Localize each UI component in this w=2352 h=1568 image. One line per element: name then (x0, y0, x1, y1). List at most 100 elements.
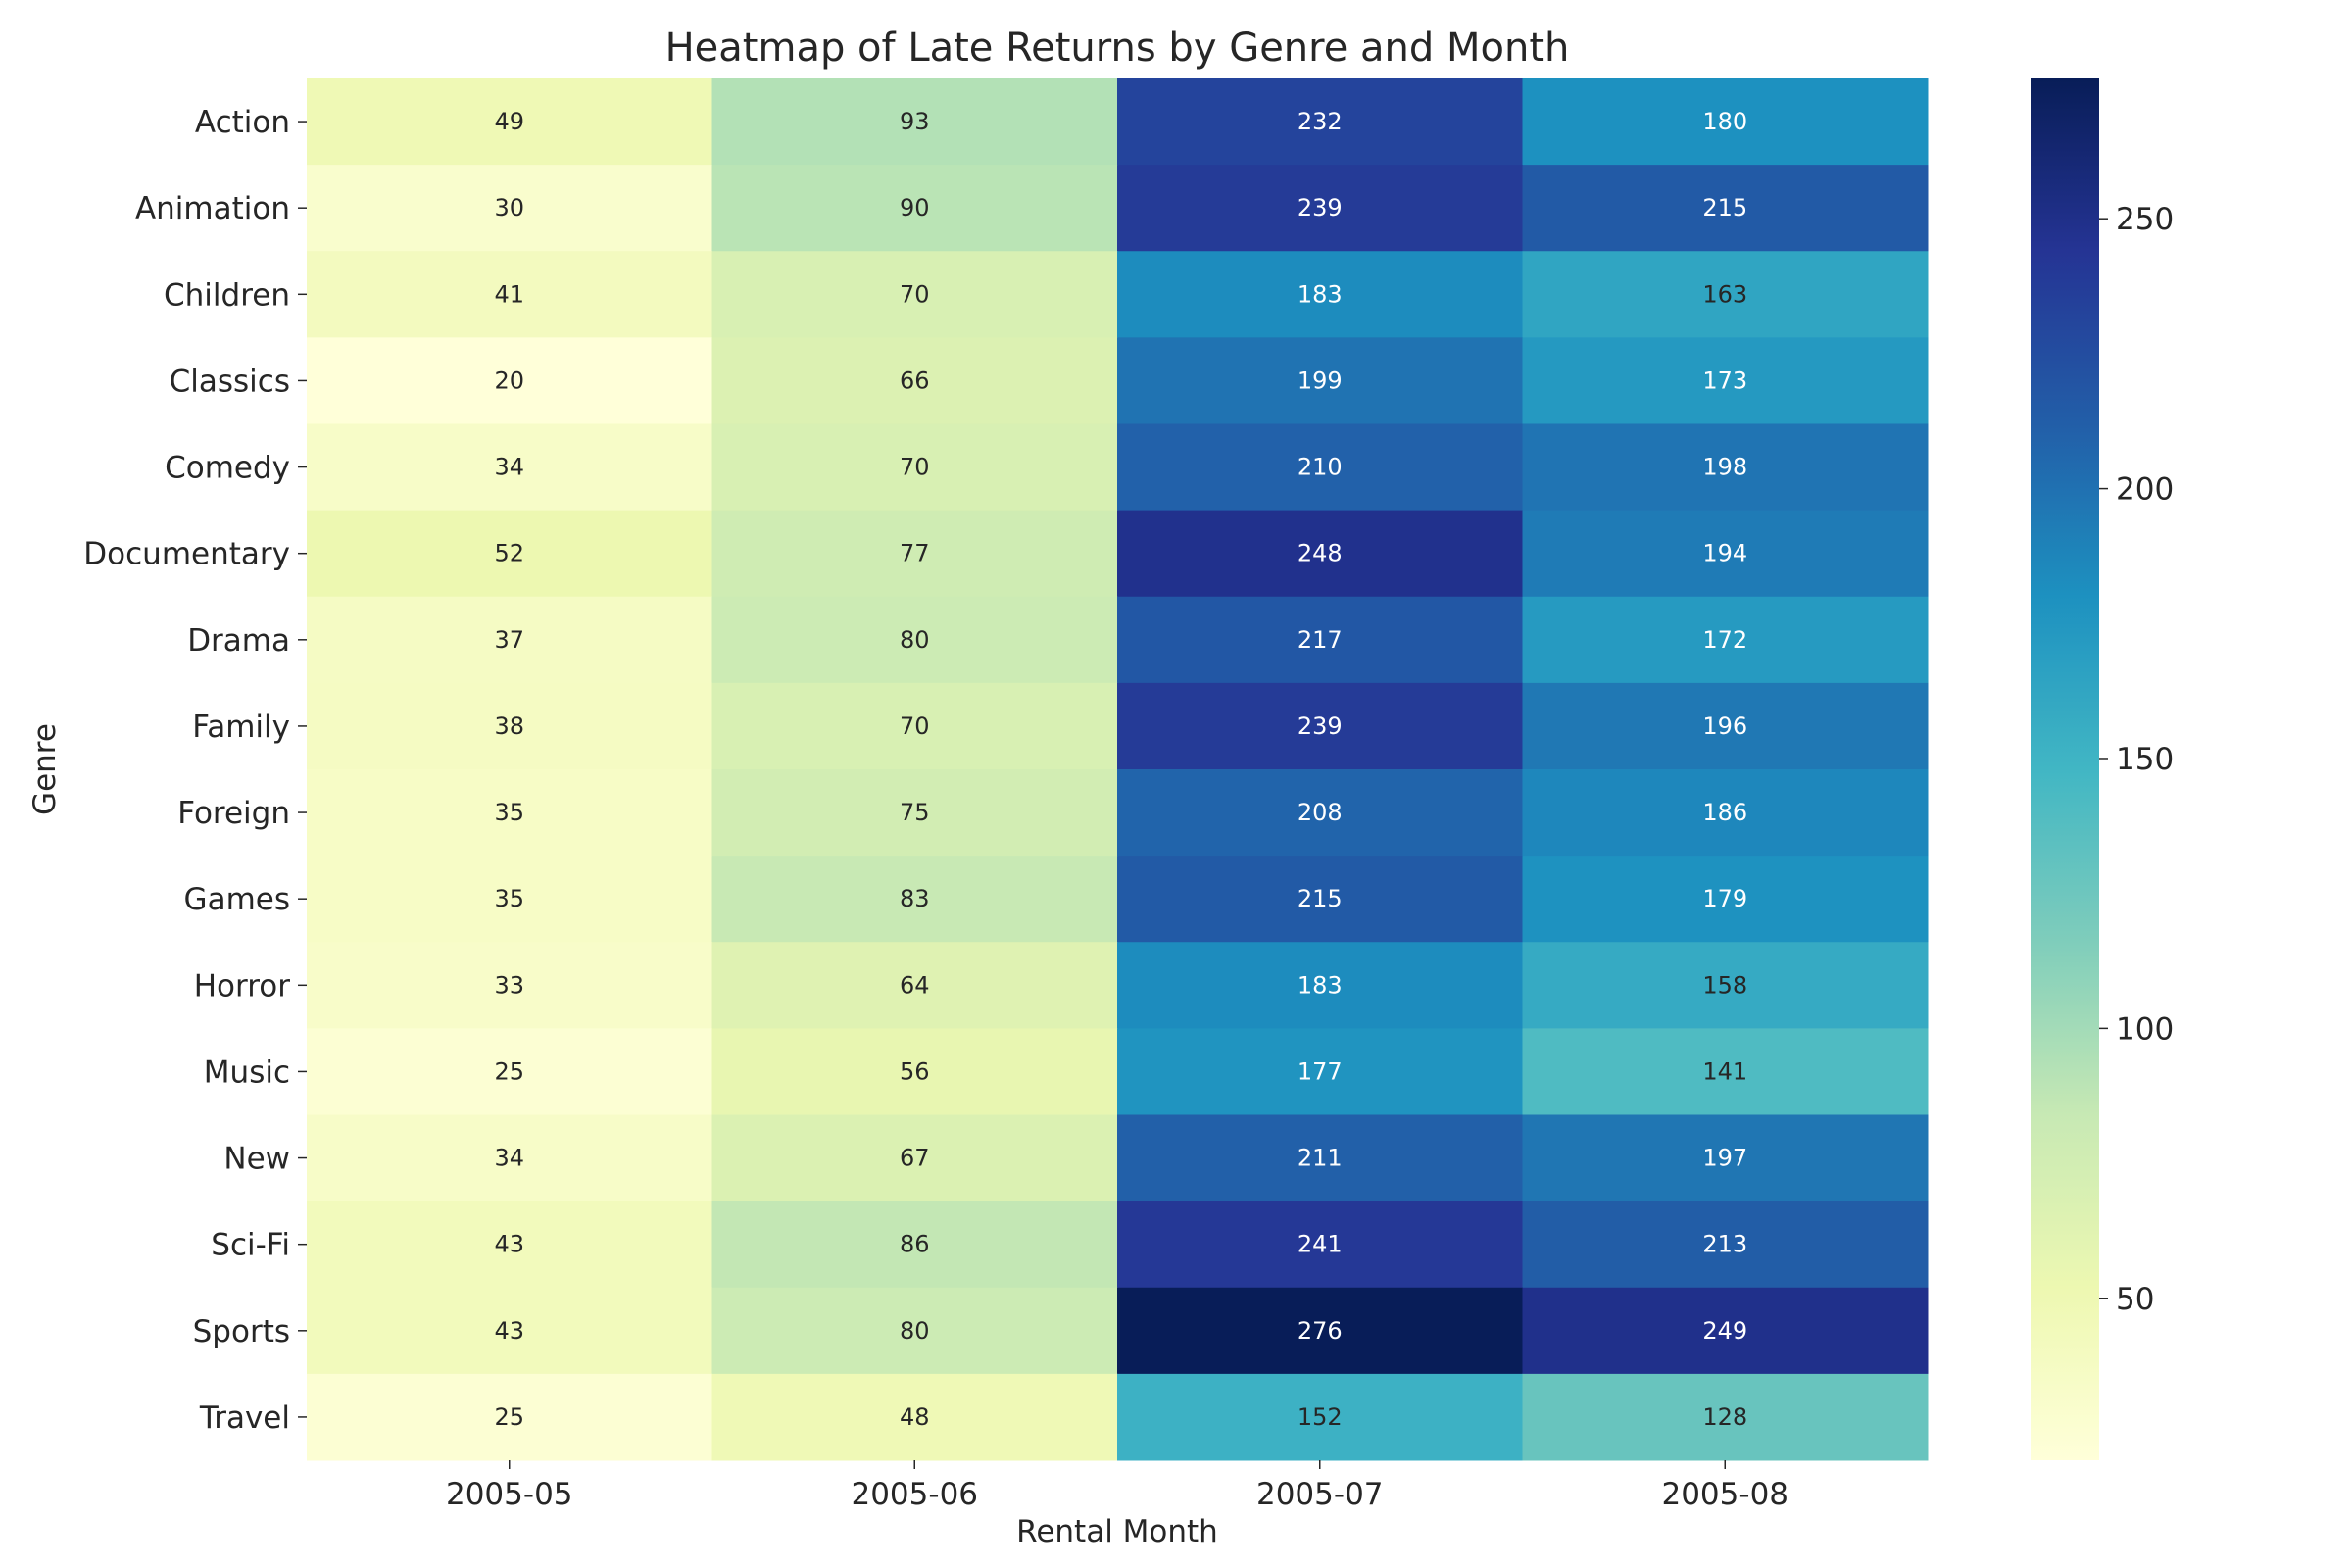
cell-value-label: 215 (1702, 194, 1747, 221)
cell-value-label: 49 (494, 108, 524, 135)
cell-value-label: 70 (900, 280, 930, 308)
x-tick-label: 2005-05 (446, 1477, 573, 1512)
cell-value-label: 198 (1702, 454, 1747, 481)
heatmap-cell (1117, 251, 1523, 338)
y-tick-label: Horror (194, 968, 291, 1004)
heatmap-cell (711, 1114, 1118, 1202)
cell-value-label: 56 (900, 1057, 930, 1085)
heatmap-cell (1117, 337, 1523, 424)
cell-value-label: 86 (900, 1231, 930, 1258)
cell-value-label: 80 (900, 626, 930, 654)
cell-value-label: 70 (900, 454, 930, 481)
cell-value-label: 183 (1298, 280, 1343, 308)
heatmap-cell (307, 856, 712, 943)
cell-value-label: 66 (900, 367, 930, 394)
y-tick-label: Travel (199, 1400, 290, 1436)
heatmap-cell (1117, 942, 1523, 1029)
heatmap-cell (1522, 510, 1929, 598)
heatmap-cell (711, 596, 1118, 684)
heatmap-cell (1117, 1028, 1523, 1115)
cell-value-label: 33 (494, 971, 524, 999)
heatmap-cell (711, 856, 1118, 943)
heatmap-cell (307, 251, 712, 338)
heatmap-cell (307, 510, 712, 598)
cell-value-label: 64 (900, 971, 930, 999)
heatmap-cell (307, 1200, 712, 1289)
cell-value-label: 35 (494, 799, 524, 826)
heatmap-cell (1522, 769, 1929, 857)
heatmap-cell (307, 337, 712, 424)
cell-value-label: 232 (1298, 108, 1343, 135)
cell-value-label: 43 (494, 1317, 524, 1345)
cell-value-label: 90 (900, 194, 930, 221)
y-tick-label: Games (184, 882, 290, 917)
heatmap-cell (307, 682, 712, 770)
cell-value-label: 93 (900, 108, 930, 135)
cell-value-label: 158 (1702, 971, 1747, 999)
heatmap-cell (1117, 78, 1523, 166)
heatmap-cell (711, 251, 1118, 338)
y-tick-label: Action (195, 105, 290, 140)
cell-value-label: 77 (900, 540, 930, 567)
heatmap-cell (307, 596, 712, 684)
heatmap-cell (711, 1028, 1118, 1115)
x-tick-label: 2005-08 (1661, 1477, 1788, 1512)
heatmap-cell (307, 1287, 712, 1375)
heatmap-cell (1117, 165, 1523, 252)
cell-value-label: 25 (494, 1057, 524, 1085)
heatmap-cell (1522, 1028, 1929, 1115)
cell-value-label: 177 (1298, 1057, 1343, 1085)
cell-value-label: 75 (900, 799, 930, 826)
heatmap-cell (1522, 165, 1929, 252)
cell-value-label: 197 (1702, 1145, 1747, 1172)
heatmap-cells: 49 93 232 180 30 90 239 215 41 70 183 163 20 66 199 173… (307, 78, 1929, 1461)
heatmap-cell (1117, 1287, 1523, 1375)
cell-value-label: 213 (1702, 1231, 1747, 1258)
heatmap-cell (1522, 682, 1929, 770)
y-tick-label: Music (204, 1054, 290, 1090)
cell-value-label: 43 (494, 1231, 524, 1258)
x-axis-label: Rental Month (1016, 1514, 1218, 1549)
colorbar-gradient (2031, 78, 2099, 1460)
heatmap-cell (307, 78, 712, 166)
cell-value-label: 215 (1298, 885, 1343, 912)
y-tick-label: New (223, 1142, 290, 1177)
cell-value-label: 239 (1298, 712, 1343, 740)
x-tick-label: 2005-07 (1256, 1477, 1384, 1512)
cell-value-label: 217 (1298, 626, 1343, 654)
cell-value-label: 241 (1298, 1231, 1343, 1258)
y-tick-labels: Action Animation Children Classics Comedy Doc… (83, 105, 307, 1436)
cell-value-label: 183 (1298, 971, 1343, 999)
cell-value-label: 41 (494, 280, 524, 308)
cell-value-label: 194 (1702, 540, 1747, 567)
x-tick-label: 2005-06 (851, 1477, 978, 1512)
cell-value-label: 248 (1298, 540, 1343, 567)
y-tick-label: Animation (135, 191, 290, 226)
heatmap-cell (1117, 1373, 1523, 1461)
colorbar-tick-label: 50 (2116, 1282, 2154, 1317)
heatmap-cell (711, 1287, 1118, 1375)
colorbar-tick-label: 200 (2116, 472, 2174, 508)
heatmap-cell (711, 942, 1118, 1029)
cell-value-label: 38 (494, 712, 524, 740)
heatmap-cell (1117, 596, 1523, 684)
heatmap-cell (307, 1028, 712, 1115)
heatmap-cell (1522, 78, 1929, 166)
cell-value-label: 34 (494, 1145, 524, 1172)
y-axis-label: Genre (27, 723, 63, 815)
heatmap-cell (711, 337, 1118, 424)
heatmap-cell (307, 165, 712, 252)
heatmap-cell (711, 1373, 1118, 1461)
cell-value-label: 249 (1702, 1317, 1747, 1345)
heatmap-cell (711, 165, 1118, 252)
cell-value-label: 172 (1702, 626, 1747, 654)
heatmap-cell (307, 423, 712, 512)
cell-value-label: 48 (900, 1403, 930, 1431)
heatmap-cell (1117, 510, 1523, 598)
x-tick-labels: 2005-05 2005-06 2005-07 2005-08 (446, 1460, 1788, 1512)
cell-value-label: 239 (1298, 194, 1343, 221)
y-tick-label: Children (164, 277, 290, 313)
heatmap-cell (307, 769, 712, 857)
heatmap-cell (1522, 1373, 1929, 1461)
